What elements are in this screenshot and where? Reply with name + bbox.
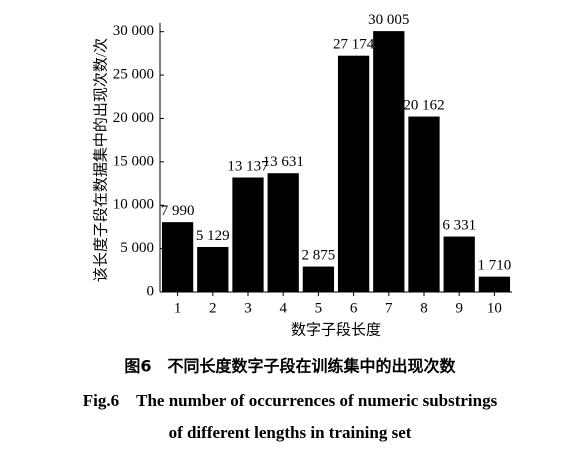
- value-label: 1 710: [478, 258, 512, 274]
- bar: [267, 173, 299, 293]
- x-tick-label: 4: [279, 300, 287, 316]
- x-tick-label: 5: [315, 300, 323, 316]
- bar: [443, 236, 475, 293]
- x-axis-label: 数字子段长度: [291, 321, 381, 338]
- x-tick-label: 8: [420, 300, 428, 316]
- value-label: 2 875: [302, 247, 336, 263]
- value-label: 13 631: [263, 154, 304, 170]
- x-tick-label: 6: [350, 300, 358, 316]
- bar: [302, 266, 335, 293]
- bar: [197, 246, 229, 293]
- y-tick-label: 25 000: [113, 67, 154, 83]
- bar: [373, 31, 405, 293]
- x-tick-label: 3: [244, 300, 252, 316]
- y-tick-label: 15 000: [113, 153, 154, 169]
- y-tick-label: 30 000: [113, 23, 154, 39]
- y-tick-label: 10 000: [113, 197, 154, 213]
- y-tick-label: 0: [147, 283, 155, 299]
- bar: [337, 55, 370, 293]
- value-label: 5 129: [196, 228, 230, 244]
- value-label: 20 162: [403, 97, 444, 113]
- x-tick-label: 10: [487, 300, 502, 316]
- value-label: 27 174: [333, 37, 375, 53]
- x-tick-label: 9: [455, 300, 463, 316]
- bar: [161, 222, 194, 293]
- caption-en: Fig.6 The number of occurrences of numer…: [83, 391, 498, 410]
- x-tick-label: 7: [385, 300, 393, 316]
- bar: [478, 276, 511, 293]
- caption-en: of different lengths in training set: [169, 423, 412, 442]
- bar: [408, 116, 440, 293]
- value-label: 30 005: [368, 12, 409, 28]
- y-tick-label: 20 000: [113, 110, 154, 126]
- value-label: 13 137: [227, 158, 269, 174]
- bar: [232, 177, 264, 293]
- value-label: 7 990: [161, 203, 195, 219]
- value-label: 6 331: [442, 218, 476, 234]
- x-tick-label: 2: [209, 300, 217, 316]
- y-tick-label: 5 000: [120, 240, 154, 256]
- caption-cn: 图6 不同长度数字子段在训练集中的出现次数: [124, 357, 456, 376]
- y-axis-label: 该长度子段在数据集中的出现次数/次: [92, 38, 109, 282]
- x-tick-label: 1: [174, 300, 182, 316]
